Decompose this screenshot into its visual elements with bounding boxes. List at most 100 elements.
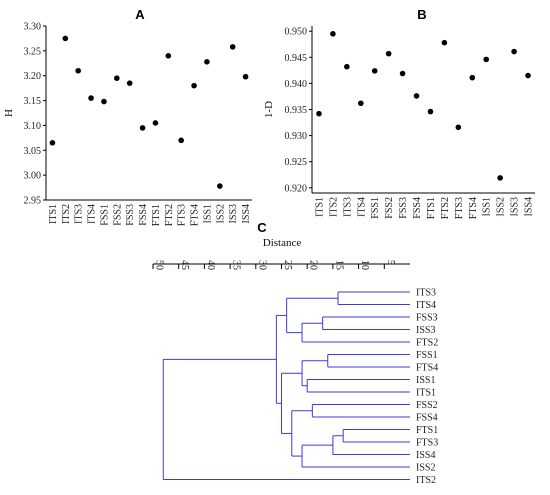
panel-b-x-tick-label: FTS1 xyxy=(426,197,437,219)
panel-c-x-axis-label: Distance xyxy=(263,237,302,249)
panel-c-x-tick-label: 10 xyxy=(359,260,370,270)
panel-b-scatter: 0.920 0.925 0.930 0.935 0.940 0.945 0.950 1-D IT… xyxy=(263,26,535,219)
panel-a-y-tick-label: 3.25 xyxy=(24,46,42,57)
panel-c-x-tick-label: 20 xyxy=(308,260,319,270)
panel-a-x-tick-label: FSS4 xyxy=(138,204,149,226)
panel-b-label: B xyxy=(417,7,426,22)
panel-c-leaf-label: ITS3 xyxy=(416,288,436,299)
panel-c-leaf-label: FSS2 xyxy=(416,400,438,411)
panel-a-data-point xyxy=(242,73,249,80)
panel-a-x-tick-label: ISS3 xyxy=(228,204,239,223)
panel-b-y-tick-label: 0.935 xyxy=(285,105,308,116)
panel-c-x-tick-label: 35 xyxy=(231,260,242,270)
panel-b-data-point xyxy=(511,48,517,55)
panel-b-x-tick-label: FSS4 xyxy=(412,197,423,219)
panel-b-x-tick-label: FSS1 xyxy=(370,197,381,219)
panel-b-data-point xyxy=(497,175,503,181)
panel-a-x-tick-label: ITS4 xyxy=(87,204,98,224)
panel-b-data-point xyxy=(399,70,406,77)
panel-a-x-tick-label: FTS2 xyxy=(164,204,175,226)
panel-c-leaf-label: ITS4 xyxy=(416,300,436,311)
panel-a-y-tick-label: 3.30 xyxy=(24,22,42,33)
panel-b-x-tick-label: FTS2 xyxy=(440,197,451,219)
panel-a-x-tick-label: ISS4 xyxy=(241,204,252,223)
panel-c-leaf-label: FTS4 xyxy=(416,363,438,374)
panel-a-x-tick-label: FSS1 xyxy=(99,204,110,226)
panel-a-y-axis-label: H xyxy=(3,109,15,117)
panel-b-y-tick-label: 0.950 xyxy=(285,27,308,38)
panel-b-x-tick-label: ISS3 xyxy=(510,197,521,216)
panel-c-x-tick-label: 30 xyxy=(256,260,267,270)
panel-c-label: C xyxy=(257,220,267,235)
panel-a-x-tick-label: FSS3 xyxy=(125,204,136,226)
panel-a-data-point xyxy=(229,44,236,50)
panel-b-data-point xyxy=(371,68,378,74)
panel-c-x-tick-label: 25 xyxy=(282,260,293,270)
panel-a-x-tick-label: FSS2 xyxy=(112,204,123,226)
panel-b-data-point xyxy=(483,56,490,63)
panel-c-leaf-label: ISS4 xyxy=(416,450,435,461)
panel-a-y-tick-label: 3.00 xyxy=(24,171,42,182)
panel-c-x-tick-label: 50 xyxy=(154,260,165,270)
panel-c-leaf-label: FTS3 xyxy=(416,438,438,449)
panel-a-y-tick-label: 3.10 xyxy=(24,121,42,132)
panel-c-x-tick-label: 15 xyxy=(333,260,344,270)
panel-a-y-tick-label: 3.20 xyxy=(24,71,42,82)
panel-b-data-point xyxy=(455,124,462,131)
panel-b-data-point xyxy=(469,74,476,81)
panel-a-data-point xyxy=(178,137,184,144)
panel-a-x-tick-label: FTS4 xyxy=(190,204,201,226)
panel-a-data-point xyxy=(126,80,133,86)
panel-c-leaf-label: ISS1 xyxy=(416,375,435,386)
panel-c-leaf-label: FTS1 xyxy=(416,425,438,436)
panel-c-leaf-label: FSS4 xyxy=(416,413,438,424)
panel-b-data-point xyxy=(427,108,434,115)
panel-b-x-tick-label: FSS2 xyxy=(384,197,395,219)
panel-b-data-point xyxy=(525,72,531,79)
panel-b-data-point xyxy=(413,93,420,99)
panel-a-data-point xyxy=(217,183,223,189)
panel-b-y-tick-label: 0.920 xyxy=(285,183,308,194)
panel-b-x-tick-label: FTS4 xyxy=(468,197,479,219)
panel-b-x-tick-label: FSS3 xyxy=(398,197,409,219)
panel-b-data-point xyxy=(441,39,448,46)
panel-b-data-point xyxy=(357,100,364,107)
panel-a-y-tick-label: 3.05 xyxy=(24,146,42,157)
panel-a-data-point xyxy=(62,35,69,42)
panel-b-x-tick-label: ITS4 xyxy=(356,197,367,217)
panel-b-y-tick-label: 0.925 xyxy=(285,157,308,168)
panel-b-data-point xyxy=(330,31,336,37)
panel-c-leaf-label: ITS2 xyxy=(416,475,436,486)
panel-a-data-point xyxy=(204,58,210,65)
panel-a-data-point xyxy=(101,98,107,105)
panel-a-data-point xyxy=(49,140,56,146)
panel-a-label: A xyxy=(135,7,145,22)
panel-c-leaf-label: ISS2 xyxy=(416,463,435,474)
panel-b-x-tick-label: ITS3 xyxy=(342,197,353,217)
panel-b-y-tick-label: 0.930 xyxy=(285,131,308,142)
panel-c-x-tick-label: 45 xyxy=(179,260,190,270)
panel-a-x-tick-label: ITS3 xyxy=(74,204,85,224)
panel-a-x-tick-label: ISS2 xyxy=(215,204,226,223)
panel-b-y-axis-label: 1-D xyxy=(263,101,275,118)
panel-b-data-point xyxy=(385,50,392,57)
panel-a-x-tick-label: FTS3 xyxy=(177,204,188,226)
panel-a-x-tick-label: ITS1 xyxy=(48,204,59,224)
panel-a-y-tick-label: 2.95 xyxy=(24,196,42,207)
panel-c-leaf-label: ISS3 xyxy=(416,325,435,336)
panel-b-y-tick-label: 0.945 xyxy=(285,53,308,64)
panel-a-data-point xyxy=(152,120,159,126)
panel-a-x-tick-label: ISS1 xyxy=(202,204,213,223)
panel-c-leaf-label: FTS2 xyxy=(416,338,438,349)
panel-b-x-tick-label: ISS4 xyxy=(524,197,535,216)
panel-a-data-point xyxy=(139,125,146,131)
panel-b-x-tick-label: ISS1 xyxy=(482,197,493,216)
panel-a-data-point xyxy=(88,95,94,101)
panel-c-leaf-label: FSS1 xyxy=(416,350,438,361)
panel-c-x-tick-label: 40 xyxy=(205,260,216,270)
panel-a-data-point xyxy=(165,53,172,59)
panel-b-x-tick-label: ISS2 xyxy=(496,197,507,216)
